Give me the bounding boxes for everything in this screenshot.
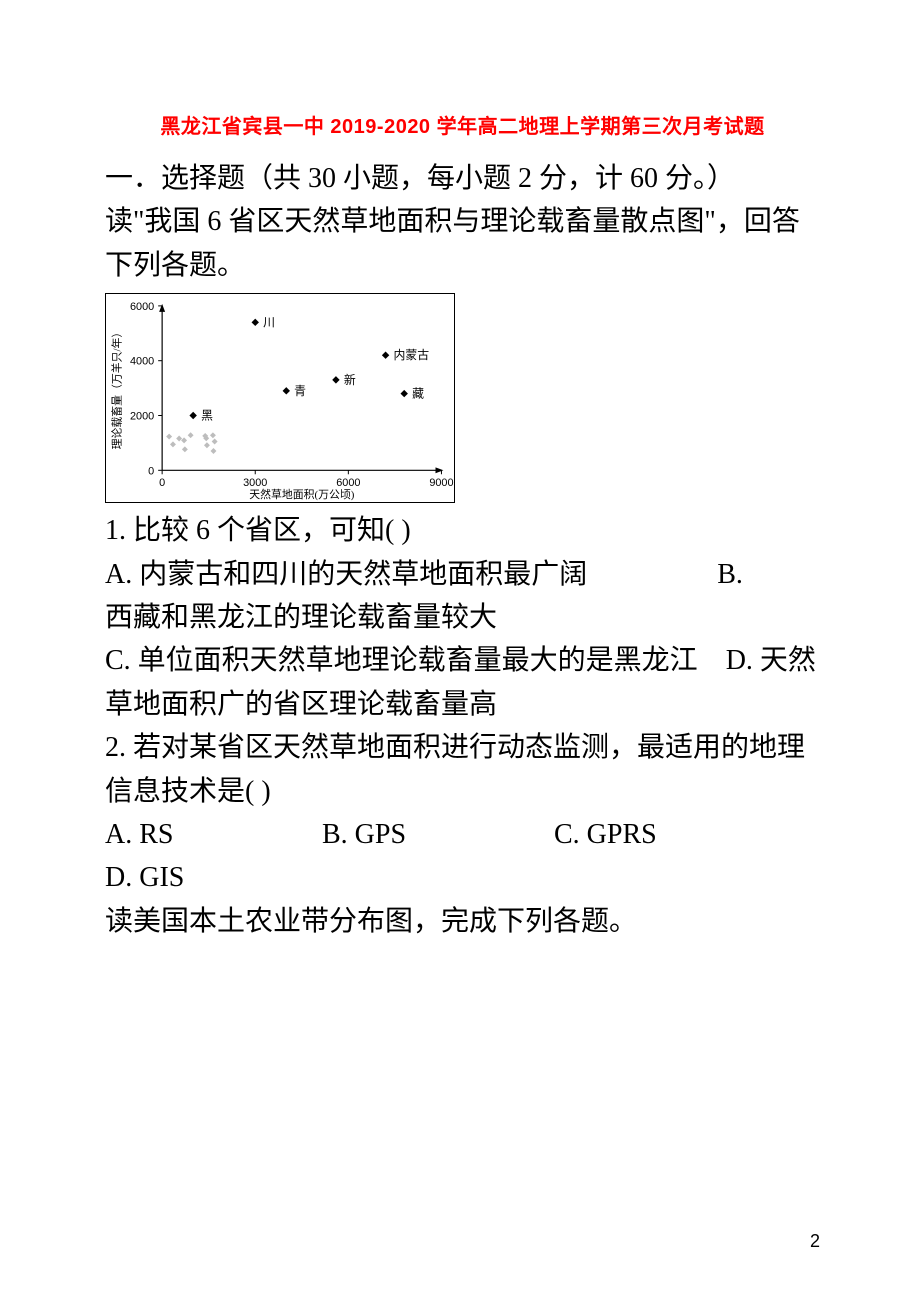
q1-optB-prefix: B. xyxy=(717,559,743,590)
svg-text:川: 川 xyxy=(263,315,275,329)
svg-text:藏: 藏 xyxy=(412,387,424,401)
q2-optC: C. GPRS xyxy=(554,813,657,856)
q1-line-ab: A. 内蒙古和四川的天然草地面积最广阔 B. xyxy=(105,553,820,596)
q1-stem: 1. 比较 6 个省区，可知( ) xyxy=(105,509,820,552)
svg-text:理论载畜量（万羊只/年）: 理论载畜量（万羊只/年） xyxy=(110,327,124,450)
section-heading: 一．选择题（共 30 小题，每小题 2 分，计 60 分。） xyxy=(105,157,820,200)
scatter-chart: 0 2000 4000 6000 0 3000 6000 9000 天然草地面积(万公顷) 理论载… xyxy=(105,293,455,503)
q1-line-cd: C. 单位面积天然草地理论载畜量最大的是黑龙江D. 天然草地面积广的省区理论载畜… xyxy=(105,639,820,726)
intro-2: 读美国本土农业带分布图，完成下列各题。 xyxy=(105,900,820,943)
exam-title: 黑龙江省宾县一中 2019-2020 学年高二地理上学期第三次月考试题 xyxy=(105,110,820,139)
svg-text:0: 0 xyxy=(148,465,154,477)
svg-text:内蒙古: 内蒙古 xyxy=(394,348,430,362)
svg-text:0: 0 xyxy=(159,477,165,489)
q1-optB-rest: 西藏和黑龙江的理论载畜量较大 xyxy=(105,596,820,639)
q2-optD: D. GIS xyxy=(105,856,820,899)
svg-text:天然草地面积(万公顷): 天然草地面积(万公顷) xyxy=(249,487,354,501)
svg-text:3000: 3000 xyxy=(243,477,267,489)
svg-text:6000: 6000 xyxy=(130,301,154,313)
svg-text:新: 新 xyxy=(344,373,356,387)
q2-options-row1: A. RS B. GPS C. GPRS xyxy=(105,813,820,856)
chart-svg: 0 2000 4000 6000 0 3000 6000 9000 天然草地面积(万公顷) 理论载… xyxy=(106,294,454,502)
q2-optB: B. GPS xyxy=(322,813,547,856)
svg-text:黑: 黑 xyxy=(201,409,213,423)
svg-text:4000: 4000 xyxy=(130,356,154,368)
svg-text:6000: 6000 xyxy=(336,477,360,489)
svg-text:2000: 2000 xyxy=(130,411,154,423)
svg-text:9000: 9000 xyxy=(429,477,453,489)
q1-optA: A. 内蒙古和四川的天然草地面积最广阔 xyxy=(105,559,587,590)
q1-optC: C. 单位面积天然草地理论载畜量最大的是黑龙江 xyxy=(105,645,698,676)
intro-1: 读"我国 6 省区天然草地面积与理论载畜量散点图"，回答下列各题。 xyxy=(105,200,820,287)
q2-stem: 2. 若对某省区天然草地面积进行动态监测，最适用的地理信息技术是( ) xyxy=(105,726,820,813)
svg-text:青: 青 xyxy=(294,384,306,398)
page-number: 2 xyxy=(810,1231,820,1252)
q2-optA: A. RS xyxy=(105,813,315,856)
